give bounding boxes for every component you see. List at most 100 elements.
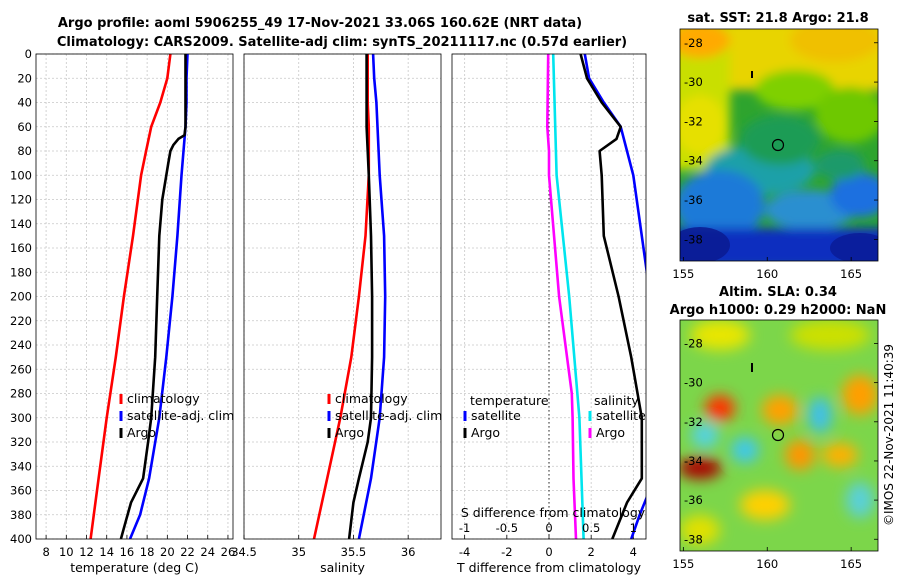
map-lat-tick-label: -32: [684, 415, 703, 429]
x-tick-label: 35.5: [341, 545, 367, 559]
temperature-profile-panel: 8 10 12 14 16 18 20 22 24 26020406080100120140160…: [10, 47, 235, 575]
x-tick-label: 12: [79, 545, 94, 559]
y-tick-label: 120: [10, 193, 32, 207]
x-tick-label: 8: [42, 545, 49, 559]
y-tick-label: 340: [10, 459, 32, 473]
top-x-tick-label: -1: [459, 521, 470, 535]
y-tick-label: 300: [10, 411, 32, 425]
plot-frame: [243, 53, 442, 540]
map-lat-tick-label: -34: [684, 154, 703, 168]
x-tick-label: 36: [401, 545, 416, 559]
y-tick-label: 360: [10, 484, 32, 498]
x-tick-label: 18: [140, 545, 155, 559]
legend-label: satellite: [596, 408, 646, 423]
sst-map-panel: sat. SST: 21.8 Argo: 21.8: [672, 11, 879, 281]
legend-label: satellite: [471, 408, 521, 423]
x-tick-label: 26: [221, 545, 236, 559]
legend-label: Argo: [335, 425, 364, 440]
plot-frame: [451, 53, 647, 540]
x-tick-label: -2: [501, 545, 512, 559]
x-tick-label: 16: [120, 545, 135, 559]
map-lon-tick-label: 155: [672, 557, 694, 571]
x-tick-label: 24: [200, 545, 215, 559]
difference-profile-panel: -4 -2 0 2 4T difference from climatology temp…: [451, 53, 647, 575]
temperature-satellite-line: [583, 54, 646, 539]
x-tick-label: 22: [180, 545, 195, 559]
sst-heatmap: [680, 29, 878, 261]
map-lat-tick-label: -36: [684, 193, 703, 207]
x-axis-label: salinity: [320, 560, 365, 575]
sla-heatmap: [680, 320, 878, 551]
float-position-marker-sla: [771, 428, 785, 442]
map-lon-tick-label: 165: [840, 557, 862, 571]
map-lon-tick-label: 165: [840, 267, 862, 281]
salinity-profile-panel: 34.5 35 35.5 36 salinity climatology satellite…: [231, 53, 442, 575]
map-lat-tick-label: -28: [684, 336, 703, 350]
y-tick-label: 80: [17, 144, 32, 158]
x-tick-label: 4: [630, 545, 637, 559]
legend-label: Argo: [127, 425, 156, 440]
y-tick-label: 380: [10, 508, 32, 522]
x-tick-label: 35: [291, 545, 306, 559]
map-lat-tick-label: -34: [684, 454, 703, 468]
header-title-line2: Climatology: CARS2009. Satellite-adj cli…: [57, 35, 627, 50]
x-tick-label: 10: [59, 545, 74, 559]
top-x-axis-label: S difference from climatology: [461, 505, 646, 520]
y-tick-label: 240: [10, 338, 32, 352]
y-tick-label: 320: [10, 435, 32, 449]
argo-line: [119, 54, 187, 539]
map-lat-tick-label: -38: [684, 232, 703, 246]
y-tick-label: 100: [10, 168, 32, 182]
y-tick-label: 220: [10, 314, 32, 328]
climatology-line: [89, 54, 172, 539]
legend-label: satellite-adj. clim: [127, 408, 234, 423]
map-lat-tick-label: -30: [684, 75, 703, 89]
top-x-tick-label: 0: [545, 521, 552, 535]
y-tick-label: 60: [17, 120, 32, 134]
legend-label: climatology: [127, 391, 200, 406]
legend-label: satellite-adj. clim: [335, 408, 442, 423]
sla-map-title-line1: Altim. SLA: 0.34: [719, 285, 837, 300]
sla-map-title-line2: Argo h1000: 0.29 h2000: NaN: [670, 303, 887, 318]
plot-frame: [35, 53, 234, 540]
map-lat-tick-label: -30: [684, 376, 703, 390]
x-tick-label: 0: [545, 545, 552, 559]
watermark: ©IMOS 22-Nov-2021 11:40:39: [882, 344, 896, 526]
top-x-tick-label: -0.5: [496, 521, 518, 535]
sla-map-panel: Altim. SLA: 0.34 Argo h1000: 0.29 h2000:…: [670, 285, 887, 571]
sst-map-title: sat. SST: 21.8 Argo: 21.8: [687, 11, 868, 26]
y-tick-label: 200: [10, 290, 32, 304]
map-lat-tick-label: -36: [684, 493, 703, 507]
y-tick-label: 20: [17, 71, 32, 85]
y-tick-label: 280: [10, 387, 32, 401]
legend-title-salinity: salinity: [594, 393, 639, 408]
y-tick-label: 400: [10, 532, 32, 546]
map-lat-tick-label: -32: [684, 114, 703, 128]
x-tick-label: 20: [160, 545, 175, 559]
x-tick-label: -4: [459, 545, 470, 559]
top-x-tick-label: 0.5: [582, 521, 600, 535]
salinity-satellite-line: [551, 54, 585, 539]
map-lon-tick-label: 160: [756, 557, 778, 571]
header-title-line1: Argo profile: aoml 5906255_49 17-Nov-202…: [58, 16, 582, 31]
series-group: [89, 54, 189, 539]
x-tick-label: 2: [588, 545, 595, 559]
y-tick-label: 180: [10, 265, 32, 279]
legend-title-temperature: temperature: [470, 393, 549, 408]
x-axis-label: temperature (deg C): [70, 560, 199, 575]
y-tick-label: 40: [17, 96, 32, 110]
temperature-argo-line: [579, 54, 644, 539]
satellite-adj-clim-line: [357, 54, 387, 539]
x-tick-label: 14: [99, 545, 114, 559]
legend-label: Argo: [471, 425, 500, 440]
map-lon-tick-label: 155: [672, 267, 694, 281]
salinity-argo-line: [545, 54, 578, 539]
y-tick-label: 0: [25, 47, 32, 61]
y-tick-label: 140: [10, 217, 32, 231]
top-x-tick-label: 1: [630, 521, 637, 535]
x-tick-label: 34.5: [231, 545, 257, 559]
map-lon-tick-label: 160: [756, 267, 778, 281]
y-tick-label: 260: [10, 362, 32, 376]
y-tick-label: 160: [10, 241, 32, 255]
